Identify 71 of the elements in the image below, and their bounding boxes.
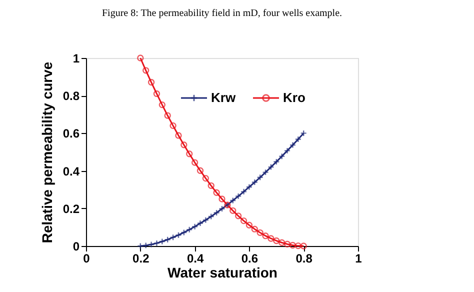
y-tick-label: 0.8 <box>62 89 80 104</box>
point <box>273 158 280 166</box>
y-tick-label: 1 <box>72 52 80 66</box>
point <box>164 112 171 119</box>
point <box>262 232 269 240</box>
point <box>148 78 155 86</box>
point <box>142 67 150 74</box>
point <box>158 101 166 108</box>
y-tick-label: 0.6 <box>62 126 80 141</box>
point <box>246 222 253 228</box>
point <box>246 184 253 190</box>
point <box>284 240 291 248</box>
point <box>294 136 302 143</box>
point <box>230 197 236 204</box>
chart-title: Figure 8: The permeability field in mD, four wells example. <box>102 8 342 19</box>
point <box>278 239 286 246</box>
point <box>202 174 210 182</box>
legend-label: Krw <box>211 90 236 105</box>
point <box>273 237 280 244</box>
point <box>186 150 193 158</box>
point <box>251 178 258 186</box>
x-tick-label: 0.6 <box>241 252 258 266</box>
point <box>278 152 286 160</box>
point <box>234 212 242 220</box>
point <box>180 142 188 148</box>
point <box>284 147 291 154</box>
x-tick-label: 1 <box>355 252 362 266</box>
point <box>240 217 248 224</box>
point <box>240 188 248 196</box>
point <box>262 168 269 176</box>
point <box>191 223 198 230</box>
point <box>268 235 274 242</box>
point <box>158 238 166 245</box>
point <box>148 241 155 248</box>
point <box>153 240 160 247</box>
point <box>208 182 214 189</box>
point <box>218 196 226 202</box>
point <box>218 205 226 212</box>
point <box>170 122 176 130</box>
legend-label: Kro <box>283 90 306 105</box>
y-axis-title: Relative permeability curve <box>38 62 55 244</box>
y-tick-label: 0.2 <box>62 202 80 216</box>
point <box>289 242 296 249</box>
y-tick-label: 0 <box>72 240 80 254</box>
point <box>256 229 264 236</box>
point <box>251 226 258 232</box>
point <box>268 164 274 170</box>
point <box>180 229 188 236</box>
x-tick-label: 0 <box>83 252 90 266</box>
point <box>213 209 220 216</box>
point <box>234 192 242 200</box>
x-tick-label: 0.4 <box>186 252 204 266</box>
point <box>175 132 182 139</box>
point <box>175 232 182 238</box>
y-tick-label: 0.4 <box>62 164 80 178</box>
point <box>208 213 214 220</box>
point <box>186 226 193 233</box>
x-axis-title: Water saturation <box>168 264 278 280</box>
point <box>196 220 204 227</box>
point <box>213 189 220 196</box>
point <box>289 142 296 148</box>
point <box>230 207 236 214</box>
point <box>153 90 160 98</box>
point <box>191 159 198 166</box>
point <box>202 216 210 224</box>
point <box>170 234 176 241</box>
x-tick-label: 0.2 <box>132 252 150 266</box>
point <box>164 236 171 243</box>
point <box>196 167 204 174</box>
x-tick-label: 0.8 <box>296 252 313 266</box>
point <box>256 174 264 181</box>
